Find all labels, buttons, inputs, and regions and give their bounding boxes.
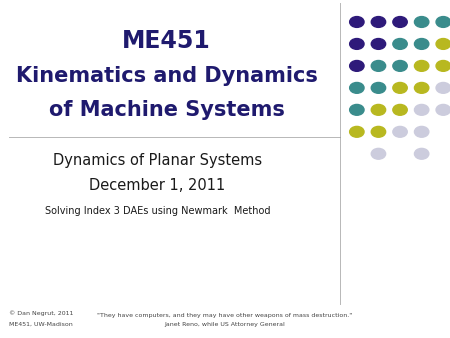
Text: December 1, 2011: December 1, 2011 [90, 178, 225, 193]
Circle shape [371, 126, 386, 137]
Text: Kinematics and Dynamics: Kinematics and Dynamics [16, 66, 317, 86]
Text: © Dan Negrut, 2011: © Dan Negrut, 2011 [9, 311, 73, 316]
Text: ME451: ME451 [122, 28, 211, 53]
Circle shape [371, 82, 386, 93]
Text: Solving Index 3 DAEs using Newmark  Method: Solving Index 3 DAEs using Newmark Metho… [45, 206, 270, 216]
Circle shape [393, 17, 407, 27]
Text: Dynamics of Planar Systems: Dynamics of Planar Systems [53, 153, 262, 168]
Text: "They have computers, and they may have other weapons of mass destruction.": "They have computers, and they may have … [97, 313, 353, 317]
Circle shape [393, 126, 407, 137]
Circle shape [436, 39, 450, 49]
Circle shape [350, 126, 364, 137]
Circle shape [436, 61, 450, 71]
Circle shape [350, 104, 364, 115]
Circle shape [414, 148, 429, 159]
Circle shape [350, 82, 364, 93]
Circle shape [436, 104, 450, 115]
Circle shape [371, 61, 386, 71]
Circle shape [350, 17, 364, 27]
Circle shape [371, 17, 386, 27]
Circle shape [393, 82, 407, 93]
Circle shape [393, 61, 407, 71]
Circle shape [393, 39, 407, 49]
Circle shape [414, 39, 429, 49]
Circle shape [414, 17, 429, 27]
Circle shape [436, 82, 450, 93]
Circle shape [371, 39, 386, 49]
Circle shape [436, 17, 450, 27]
Circle shape [414, 104, 429, 115]
Text: Janet Reno, while US Attorney General: Janet Reno, while US Attorney General [165, 322, 285, 327]
Circle shape [350, 61, 364, 71]
Text: of Machine Systems: of Machine Systems [49, 100, 284, 120]
Circle shape [371, 104, 386, 115]
Circle shape [414, 82, 429, 93]
Circle shape [393, 104, 407, 115]
Circle shape [350, 39, 364, 49]
Circle shape [414, 61, 429, 71]
Circle shape [414, 126, 429, 137]
Circle shape [371, 148, 386, 159]
Text: ME451, UW-Madison: ME451, UW-Madison [9, 321, 73, 326]
